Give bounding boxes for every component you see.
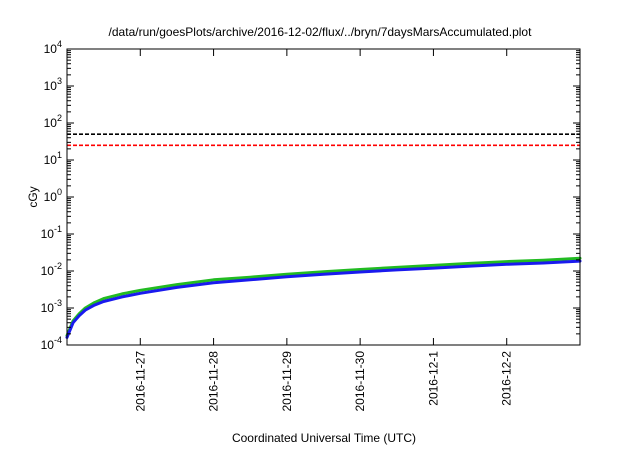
axis-ticks: 10-410-310-210-11001011021031042016-11-2… bbox=[41, 39, 580, 412]
y-tick-label: 104 bbox=[44, 39, 62, 56]
x-axis-label: Coordinated Universal Time (UTC) bbox=[232, 431, 416, 445]
series-line bbox=[65, 259, 582, 339]
plot-frame bbox=[66, 48, 581, 346]
series-line bbox=[65, 256, 582, 338]
x-tick-label: 2016-11-28 bbox=[207, 351, 221, 412]
y-tick-label: 101 bbox=[44, 150, 62, 167]
x-tick-label: 2016-11-27 bbox=[133, 351, 147, 412]
y-tick-label-exponent: 2 bbox=[57, 113, 62, 123]
y-tick-label-base: 10 bbox=[44, 79, 58, 93]
y-tick-label-exponent: -3 bbox=[54, 298, 62, 308]
data-series bbox=[65, 256, 582, 339]
x-tick-label: 2016-11-29 bbox=[280, 351, 294, 412]
y-tick-label-base: 10 bbox=[41, 264, 55, 278]
y-tick-label: 102 bbox=[44, 113, 62, 130]
y-tick-label-exponent: 1 bbox=[57, 150, 62, 160]
y-tick-label: 100 bbox=[44, 187, 62, 204]
y-tick-label-exponent: 3 bbox=[57, 76, 62, 86]
y-tick-label-exponent: -2 bbox=[54, 261, 62, 271]
y-tick-label-base: 10 bbox=[44, 190, 58, 204]
chart-title: /data/run/goesPlots/archive/2016-12-02/f… bbox=[109, 25, 533, 39]
x-tick-label: 2016-12-2 bbox=[500, 351, 514, 406]
y-tick-label: 10-1 bbox=[41, 224, 62, 241]
y-axis-label: cGy bbox=[26, 186, 40, 207]
x-tick-label: 2016-11-30 bbox=[353, 351, 367, 412]
y-tick-label-base: 10 bbox=[41, 227, 55, 241]
y-tick-label-base: 10 bbox=[44, 153, 58, 167]
x-tick-label: 2016-12-1 bbox=[426, 351, 440, 406]
y-tick-label-exponent: -4 bbox=[54, 335, 62, 345]
y-tick-label: 10-4 bbox=[41, 335, 62, 352]
y-tick-label-exponent: 4 bbox=[57, 39, 62, 49]
y-tick-label: 10-3 bbox=[41, 298, 62, 315]
y-tick-label-exponent: -1 bbox=[54, 224, 62, 234]
y-tick-label-base: 10 bbox=[44, 42, 58, 56]
y-tick-label-base: 10 bbox=[41, 338, 55, 352]
y-tick-label-base: 10 bbox=[41, 301, 55, 315]
y-tick-label-base: 10 bbox=[44, 116, 58, 130]
y-tick-label: 10-2 bbox=[41, 261, 62, 278]
y-tick-label-exponent: 0 bbox=[57, 187, 62, 197]
y-tick-label: 103 bbox=[44, 76, 62, 93]
reference-lines bbox=[67, 133, 580, 147]
